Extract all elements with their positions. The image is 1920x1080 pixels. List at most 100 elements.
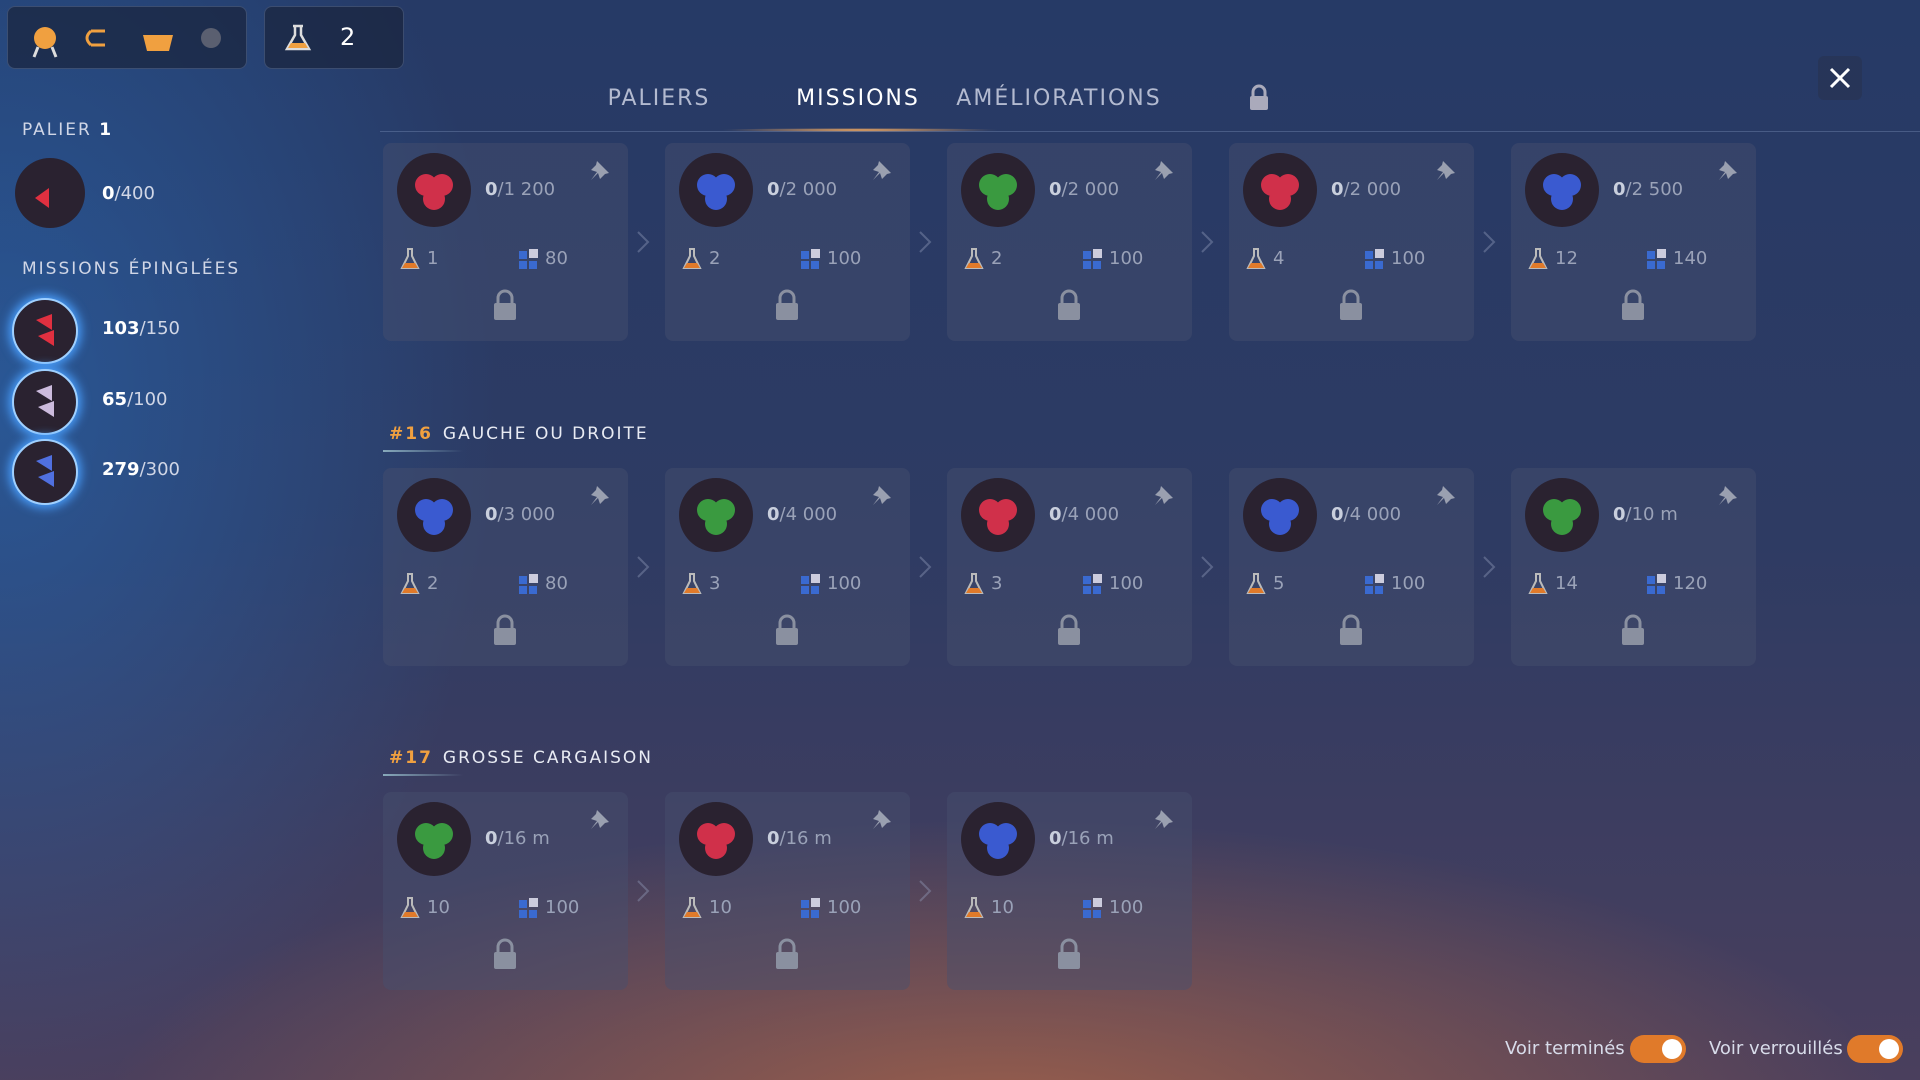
chunk-icon xyxy=(1081,572,1105,600)
pin-button[interactable] xyxy=(1151,482,1177,512)
mission-progress: 0/3 000 xyxy=(485,504,555,525)
mission-goal: /16 m xyxy=(779,828,832,849)
pin-button[interactable] xyxy=(869,806,895,836)
mission-research: 14 xyxy=(1555,573,1578,594)
pinned-progress: 279/300 xyxy=(102,459,180,480)
flask-icon xyxy=(284,24,312,51)
pinned-goal: /300 xyxy=(139,459,180,480)
group-number: #16 xyxy=(389,424,433,444)
lock-icon xyxy=(1055,938,1083,976)
mission-chunks: 80 xyxy=(545,248,568,269)
group-header: #16 GAUCHE OU DROITE xyxy=(389,424,649,444)
chain-arrow xyxy=(1481,229,1497,259)
mission-card[interactable]: 0/1 200 1 80 xyxy=(383,143,628,341)
pin-button[interactable] xyxy=(1715,157,1741,187)
pin-button[interactable] xyxy=(587,482,613,512)
mission-chunks: 100 xyxy=(545,897,580,918)
flask-icon xyxy=(963,572,985,600)
lock-icon xyxy=(1055,289,1083,327)
mission-progress-value: 0 xyxy=(1613,504,1626,525)
mission-progress-value: 0 xyxy=(767,504,780,525)
pinned-progress-value: 279 xyxy=(102,459,140,480)
mission-goal: /4 000 xyxy=(779,504,838,525)
mission-card[interactable]: 0/10 m 14 120 xyxy=(1511,468,1756,666)
mission-card[interactable]: 0/4 000 5 100 xyxy=(1229,468,1474,666)
mission-chunks: 100 xyxy=(1109,897,1144,918)
mission-card[interactable]: 0/16 m 10 100 xyxy=(665,792,910,990)
mission-icon xyxy=(961,802,1035,876)
tab[interactable]: PALIERS xyxy=(607,86,711,111)
mission-progress: 0/16 m xyxy=(485,828,550,849)
lock-icon xyxy=(491,614,519,652)
toggle-label: Voir terminés xyxy=(1505,1038,1625,1059)
mission-card[interactable]: 0/4 000 3 100 xyxy=(947,468,1192,666)
mission-card[interactable]: 0/2 000 4 100 xyxy=(1229,143,1474,341)
chunk-icon xyxy=(1645,572,1669,600)
lock-icon xyxy=(1055,614,1083,652)
pin-button[interactable] xyxy=(1715,482,1741,512)
group-number: #17 xyxy=(389,748,433,768)
pin-button[interactable] xyxy=(1151,157,1177,187)
mission-progress-value: 0 xyxy=(1331,504,1344,525)
tab[interactable]: AMÉLIORATIONS xyxy=(956,86,1162,111)
lock-icon xyxy=(1619,289,1647,327)
pin-button[interactable] xyxy=(587,806,613,836)
mission-icon xyxy=(1525,153,1599,227)
mission-progress-value: 0 xyxy=(1049,179,1062,200)
mission-progress-value: 0 xyxy=(1049,504,1062,525)
pin-button[interactable] xyxy=(1151,806,1177,836)
lock-icon xyxy=(491,938,519,976)
group-underline xyxy=(383,774,463,776)
pinned-icon xyxy=(12,298,78,364)
toolbar-icons[interactable] xyxy=(8,7,246,68)
lock-icon xyxy=(773,289,801,327)
pinned-icon xyxy=(12,439,78,505)
mission-card[interactable]: 0/16 m 10 100 xyxy=(383,792,628,990)
lock-icon xyxy=(773,938,801,976)
chunk-icon xyxy=(1363,247,1387,275)
pin-button[interactable] xyxy=(587,157,613,187)
tab-active[interactable]: MISSIONS xyxy=(796,86,920,111)
mission-card[interactable]: 0/2 000 2 100 xyxy=(665,143,910,341)
mission-progress-value: 0 xyxy=(485,179,498,200)
mission-card[interactable]: 0/16 m 10 100 xyxy=(947,792,1192,990)
pin-button[interactable] xyxy=(1433,482,1459,512)
chunk-icon xyxy=(1645,247,1669,275)
mission-goal: /2 000 xyxy=(1061,179,1120,200)
mission-icon xyxy=(1525,478,1599,552)
flask-icon xyxy=(963,896,985,924)
pin-button[interactable] xyxy=(1433,157,1459,187)
close-button[interactable] xyxy=(1818,56,1862,100)
mission-card[interactable]: 0/2 000 2 100 xyxy=(947,143,1192,341)
mission-icon xyxy=(679,153,753,227)
mission-progress: 0/2 500 xyxy=(1613,179,1683,200)
mission-chunks: 100 xyxy=(827,573,862,594)
lock-icon xyxy=(773,614,801,652)
flask-icon xyxy=(681,896,703,924)
mission-progress: 0/10 m xyxy=(1613,504,1678,525)
mission-progress: 0/4 000 xyxy=(1331,504,1401,525)
toggle[interactable] xyxy=(1847,1035,1903,1063)
pinned-goal: /150 xyxy=(139,318,180,339)
pin-button[interactable] xyxy=(869,482,895,512)
mission-research: 1 xyxy=(427,248,439,269)
tab-underline xyxy=(720,128,1000,132)
mission-goal: /2 000 xyxy=(779,179,838,200)
pinned-progress-value: 103 xyxy=(102,318,140,339)
mission-card[interactable]: 0/2 500 12 140 xyxy=(1511,143,1756,341)
chain-arrow xyxy=(1199,229,1215,259)
mission-research: 2 xyxy=(991,248,1003,269)
toggle[interactable] xyxy=(1630,1035,1686,1063)
chain-arrow xyxy=(917,554,933,584)
mission-card[interactable]: 0/4 000 3 100 xyxy=(665,468,910,666)
mission-research: 2 xyxy=(709,248,721,269)
pin-button[interactable] xyxy=(869,157,895,187)
mission-icon xyxy=(961,153,1035,227)
flask-icon xyxy=(1527,247,1549,275)
mission-card[interactable]: 0/3 000 2 80 xyxy=(383,468,628,666)
mission-research: 12 xyxy=(1555,248,1578,269)
mission-goal: /1 200 xyxy=(497,179,556,200)
chunk-icon xyxy=(1081,896,1105,924)
mission-research: 10 xyxy=(427,897,450,918)
chunk-icon xyxy=(799,247,823,275)
